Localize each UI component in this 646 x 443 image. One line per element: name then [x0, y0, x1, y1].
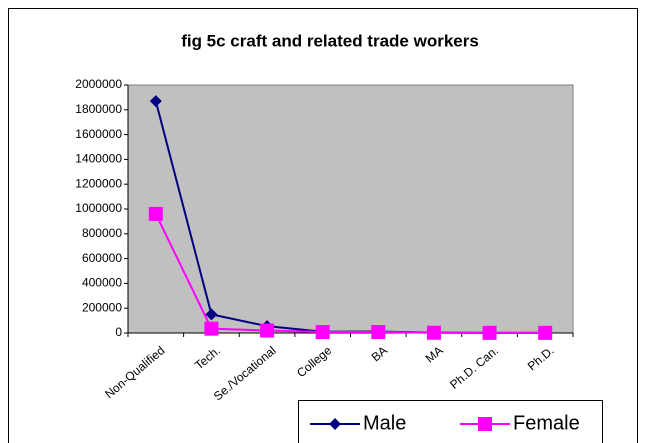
- y-tick-label: 1200000: [75, 176, 122, 190]
- y-tick-label: 400000: [82, 276, 122, 290]
- chart-title: fig 5c craft and related trade workers: [181, 31, 479, 50]
- marker: [538, 325, 553, 340]
- plot-area: [127, 84, 574, 334]
- marker: [149, 95, 162, 108]
- y-tick-label: 200000: [82, 300, 122, 314]
- y-tick-label: 1400000: [75, 152, 122, 166]
- marker: [478, 417, 492, 431]
- marker: [482, 325, 497, 340]
- marker: [204, 321, 219, 336]
- marker: [329, 418, 341, 430]
- y-tick-label: 1600000: [75, 127, 122, 141]
- y-tick-label: 2000000: [75, 77, 122, 91]
- y-tick-label: 800000: [82, 226, 122, 240]
- legend: Male Female: [298, 400, 603, 443]
- marker: [371, 325, 386, 340]
- legend-label: Male: [363, 412, 406, 434]
- marker: [148, 206, 163, 221]
- y-tick-label: 600000: [82, 251, 122, 265]
- marker: [260, 323, 275, 338]
- legend-box: [298, 400, 603, 443]
- y-tick-label: 1800000: [75, 102, 122, 116]
- marker: [205, 308, 218, 321]
- marker: [426, 325, 441, 340]
- y-tick-label: 0: [115, 325, 122, 339]
- series-line: [154, 213, 546, 334]
- y-tick-label: 1000000: [75, 201, 122, 215]
- marker: [315, 325, 330, 340]
- legend-label: Female: [513, 412, 580, 434]
